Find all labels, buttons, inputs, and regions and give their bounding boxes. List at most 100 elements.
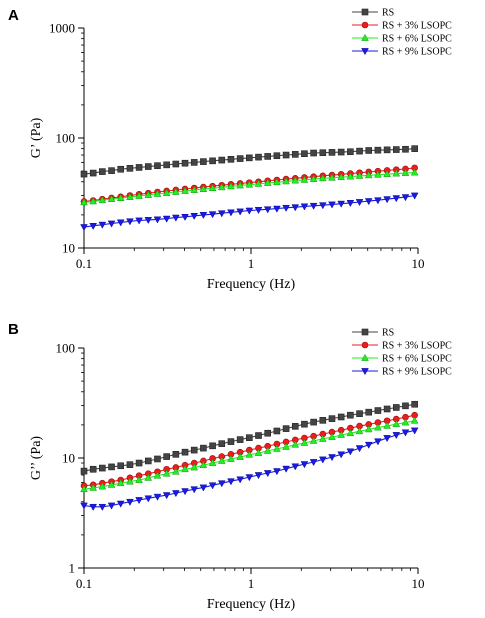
data-point (254, 179, 263, 187)
data-point (217, 480, 226, 488)
y-tick-label: 1000 (49, 21, 75, 36)
data-point (99, 464, 106, 472)
data-point (116, 194, 125, 201)
data-point (383, 435, 391, 443)
legend-marker (361, 48, 369, 56)
data-point (227, 454, 235, 462)
data-point (254, 472, 263, 480)
data-point (153, 471, 162, 479)
data-point (319, 202, 327, 210)
y-axis-title: G’ (Pa) (29, 117, 44, 158)
data-point (319, 149, 327, 157)
x-axis-title: Frequency (Hz) (207, 597, 296, 612)
data-point (190, 486, 199, 494)
data-point (309, 174, 318, 182)
data-point (107, 502, 116, 510)
legend-marker (361, 328, 369, 336)
data-point (99, 168, 106, 175)
data-point (162, 188, 171, 196)
legend-label: RS + 3% LSOPC (382, 21, 452, 32)
data-point (410, 416, 419, 424)
data-point (392, 420, 401, 428)
data-point (80, 224, 88, 232)
data-point (411, 145, 418, 152)
data-point (401, 168, 410, 176)
data-point (401, 418, 410, 426)
data-point (356, 147, 363, 155)
data-point (337, 200, 345, 208)
data-point (346, 172, 355, 180)
data-point (319, 417, 327, 424)
data-point (328, 432, 336, 440)
data-point (80, 170, 88, 178)
data-point (126, 218, 134, 226)
y-axis-title: G’’ (Pa) (29, 436, 44, 481)
legend-marker (361, 368, 369, 376)
data-point (374, 197, 382, 205)
data-point (199, 184, 208, 192)
data-point (144, 163, 152, 170)
legend-label: RS + 3% LSOPC (382, 341, 452, 352)
data-point (410, 192, 419, 200)
x-tick-label: 1 (248, 576, 255, 591)
data-point (291, 204, 300, 212)
data-point (328, 454, 336, 462)
data-point (162, 215, 171, 223)
data-point (291, 463, 300, 471)
data-point (162, 469, 171, 477)
data-point (199, 484, 208, 492)
data-point (309, 459, 318, 467)
data-point (236, 436, 244, 443)
data-point (392, 169, 401, 177)
data-point (328, 149, 336, 156)
x-tick-label: 0.1 (76, 576, 92, 591)
data-point (154, 455, 161, 463)
data-point (392, 404, 400, 411)
data-point (218, 440, 226, 447)
data-point (263, 178, 272, 186)
data-point (346, 429, 355, 437)
data-point (282, 204, 290, 212)
data-point (126, 498, 134, 506)
legend-label: RS (382, 328, 394, 339)
data-point (402, 145, 409, 153)
data-point (263, 446, 272, 454)
data-point (347, 148, 354, 156)
data-point (227, 209, 235, 217)
x-axis-title: Frequency (Hz) (207, 277, 296, 292)
data-point (309, 436, 318, 444)
panel-label: A (8, 7, 19, 24)
data-point (209, 157, 216, 165)
data-point (236, 452, 244, 460)
legend-marker (361, 33, 369, 41)
data-point (153, 216, 162, 224)
data-point (364, 198, 373, 206)
data-point (135, 497, 143, 505)
data-point (172, 214, 180, 222)
data-point (337, 173, 345, 181)
data-point (383, 405, 391, 413)
data-point (89, 465, 97, 473)
legend-marker (361, 21, 369, 29)
data-point (108, 463, 115, 471)
data-point (246, 154, 253, 162)
data-point (383, 421, 391, 429)
data-point (309, 202, 318, 210)
data-point (264, 153, 272, 160)
data-point (282, 425, 290, 432)
data-point (181, 465, 189, 473)
x-tick-label: 0.1 (76, 256, 92, 271)
legend: RS RS + 3% LSOPC RS + 6% LSOPC RS + 9% LSOP… (352, 8, 452, 58)
data-point (374, 423, 382, 431)
series-0 (80, 145, 418, 178)
data-point (328, 201, 336, 209)
y-tick-label: 100 (56, 341, 76, 356)
data-point (392, 432, 401, 440)
data-point (291, 440, 300, 448)
data-point (190, 185, 199, 193)
data-point (190, 213, 199, 220)
data-point (98, 482, 107, 490)
data-point (255, 153, 262, 161)
data-point (364, 425, 373, 433)
data-point (355, 199, 364, 207)
